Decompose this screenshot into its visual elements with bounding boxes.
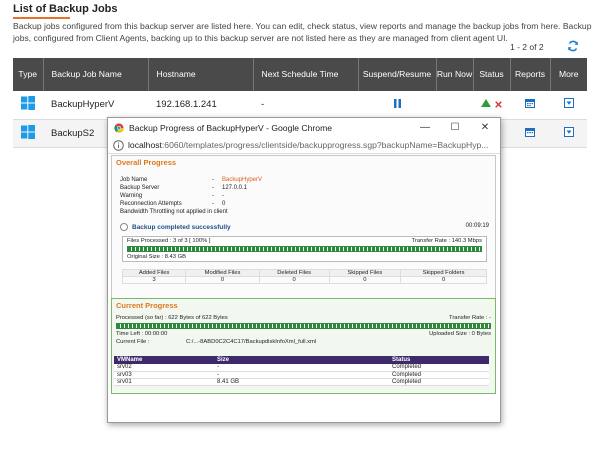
job-info-labels: Job Name Backup Server Warning Reconnect… bbox=[120, 177, 182, 207]
backup-completed-message: Backup completed successfully bbox=[120, 223, 231, 231]
throttle-note: Bandwidth Throttling not applied in clie… bbox=[120, 209, 228, 215]
file-stats-table: Added Files Modified Files Deleted Files… bbox=[121, 269, 487, 284]
files-processed: Files Processed : 3 of 3 [ 100% ] bbox=[127, 238, 211, 244]
running-status-icon[interactable] bbox=[480, 98, 491, 108]
windows-icon bbox=[21, 96, 35, 111]
more-options-icon[interactable] bbox=[563, 126, 574, 137]
vm-status-table: VMName Size Status srv02 - Completed srv… bbox=[114, 356, 489, 386]
processed-so-far: Processed (so far) : 622 Bytes of 622 By… bbox=[116, 315, 228, 321]
current-file-label: Current File : bbox=[116, 339, 150, 345]
original-size: Original Size : 8.43 GB bbox=[127, 254, 186, 260]
window-title: Backup Progress of BackupHyperV - Google… bbox=[129, 122, 333, 133]
hostname: 192.168.1.241 bbox=[148, 91, 253, 120]
more-options-icon[interactable] bbox=[563, 98, 574, 109]
windows-icon bbox=[21, 124, 35, 139]
vm-row: srv02 - Completed bbox=[114, 364, 489, 372]
time-left: Time Left : 00:00:00 bbox=[116, 331, 168, 337]
overall-progress-panel: Overall Progress Job Name Backup Server … bbox=[111, 155, 496, 307]
url-path: :6060/templates/progress/clientside/back… bbox=[161, 140, 489, 150]
maximize-button[interactable]: ☐ bbox=[450, 122, 460, 133]
current-transfer-rate: Transfer Rate : - bbox=[449, 315, 491, 321]
window-titlebar[interactable]: Backup Progress of BackupHyperV - Google… bbox=[108, 118, 500, 137]
transfer-rate: Transfer Rate : 140.3 Mbps bbox=[411, 238, 482, 244]
overall-progress-bar bbox=[127, 246, 482, 252]
current-file-path: C:/...-8ABD0C2C4C17/BackupdiskInfoXml_fu… bbox=[186, 339, 317, 345]
col-hostname[interactable]: Hostname bbox=[148, 58, 254, 91]
info-icon[interactable] bbox=[113, 139, 124, 151]
pause-icon[interactable] bbox=[393, 98, 402, 108]
backup-progress-window: Backup Progress of BackupHyperV - Google… bbox=[107, 117, 501, 423]
file-progress-box: Files Processed : 3 of 3 [ 100% ] Transf… bbox=[122, 236, 487, 262]
address-bar[interactable]: localhost:6060/templates/progress/client… bbox=[108, 137, 500, 154]
job-name-link[interactable]: BackupHyperV bbox=[43, 91, 148, 120]
col-type[interactable]: Type bbox=[13, 58, 44, 91]
col-job-name[interactable]: Backup Job Name bbox=[43, 58, 149, 91]
current-progress-title: Current Progress bbox=[116, 301, 178, 310]
chrome-icon bbox=[114, 122, 124, 133]
col-status: Status bbox=[473, 58, 511, 91]
job-info-values: BackupHyperV 127.0.0.1 - 0 bbox=[222, 177, 263, 207]
minimize-button[interactable]: — bbox=[420, 122, 430, 133]
col-next-schedule[interactable]: Next Schedule Time bbox=[253, 58, 359, 91]
job-name-value: BackupHyperV bbox=[222, 177, 263, 183]
status-circle-icon bbox=[120, 223, 128, 231]
col-reports: Reports bbox=[510, 58, 551, 91]
job-info-separators: ---- bbox=[212, 177, 214, 207]
url-host: localhost bbox=[128, 140, 162, 150]
refresh-icon[interactable] bbox=[567, 40, 579, 52]
elapsed-time: 00:09:19 bbox=[465, 223, 489, 229]
table-row: BackupHyperV 192.168.1.241 - bbox=[13, 91, 587, 120]
title-underline bbox=[13, 17, 70, 19]
col-more: More bbox=[550, 58, 587, 91]
pagination-info: 1 - 2 of 2 bbox=[510, 42, 544, 52]
page-title: List of Backup Jobs bbox=[13, 3, 118, 15]
calendar-icon[interactable] bbox=[525, 98, 535, 109]
vm-row: srv03 - Completed bbox=[114, 371, 489, 379]
col-suspend-resume: Suspend/Resume bbox=[358, 58, 437, 91]
calendar-icon[interactable] bbox=[525, 127, 535, 137]
close-button[interactable]: ✕ bbox=[480, 122, 490, 133]
next-schedule: - bbox=[253, 91, 358, 120]
vm-row: srv01 8.41 GB Completed bbox=[114, 378, 489, 386]
uploaded-size: Uploaded Size : 0 Bytes bbox=[429, 331, 491, 337]
col-run-now: Run Now bbox=[436, 58, 474, 91]
page-description: Backup jobs configured from this backup … bbox=[13, 21, 592, 43]
stop-icon[interactable] bbox=[495, 101, 503, 109]
current-progress-bar bbox=[116, 323, 491, 329]
overall-progress-title: Overall Progress bbox=[116, 158, 177, 167]
